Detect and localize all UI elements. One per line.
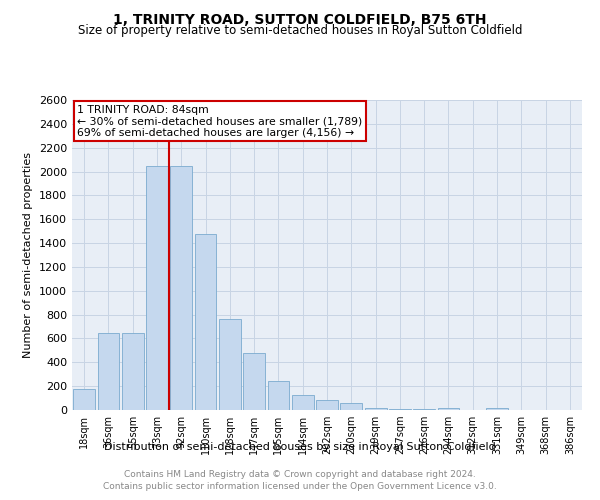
Y-axis label: Number of semi-detached properties: Number of semi-detached properties [23, 152, 34, 358]
Bar [389, 409, 411, 410]
Text: 1, TRINITY ROAD, SUTTON COLDFIELD, B75 6TH: 1, TRINITY ROAD, SUTTON COLDFIELD, B75 6… [113, 12, 487, 26]
Bar [486, 408, 508, 410]
Bar [340, 404, 362, 410]
Bar [365, 408, 386, 410]
Text: Contains public sector information licensed under the Open Government Licence v3: Contains public sector information licen… [103, 482, 497, 491]
Bar [219, 320, 241, 410]
Bar [292, 394, 314, 410]
Text: Size of property relative to semi-detached houses in Royal Sutton Coldfield: Size of property relative to semi-detach… [78, 24, 522, 37]
Text: 1 TRINITY ROAD: 84sqm
← 30% of semi-detached houses are smaller (1,789)
69% of s: 1 TRINITY ROAD: 84sqm ← 30% of semi-deta… [77, 104, 362, 138]
Bar [73, 388, 95, 410]
Text: Distribution of semi-detached houses by size in Royal Sutton Coldfield: Distribution of semi-detached houses by … [104, 442, 496, 452]
Bar [194, 234, 217, 410]
Text: Contains HM Land Registry data © Crown copyright and database right 2024.: Contains HM Land Registry data © Crown c… [124, 470, 476, 479]
Bar [437, 408, 460, 410]
Bar [243, 353, 265, 410]
Bar [146, 166, 168, 410]
Bar [122, 332, 143, 410]
Bar [97, 332, 119, 410]
Bar [170, 166, 192, 410]
Bar [268, 382, 289, 410]
Bar [316, 400, 338, 410]
